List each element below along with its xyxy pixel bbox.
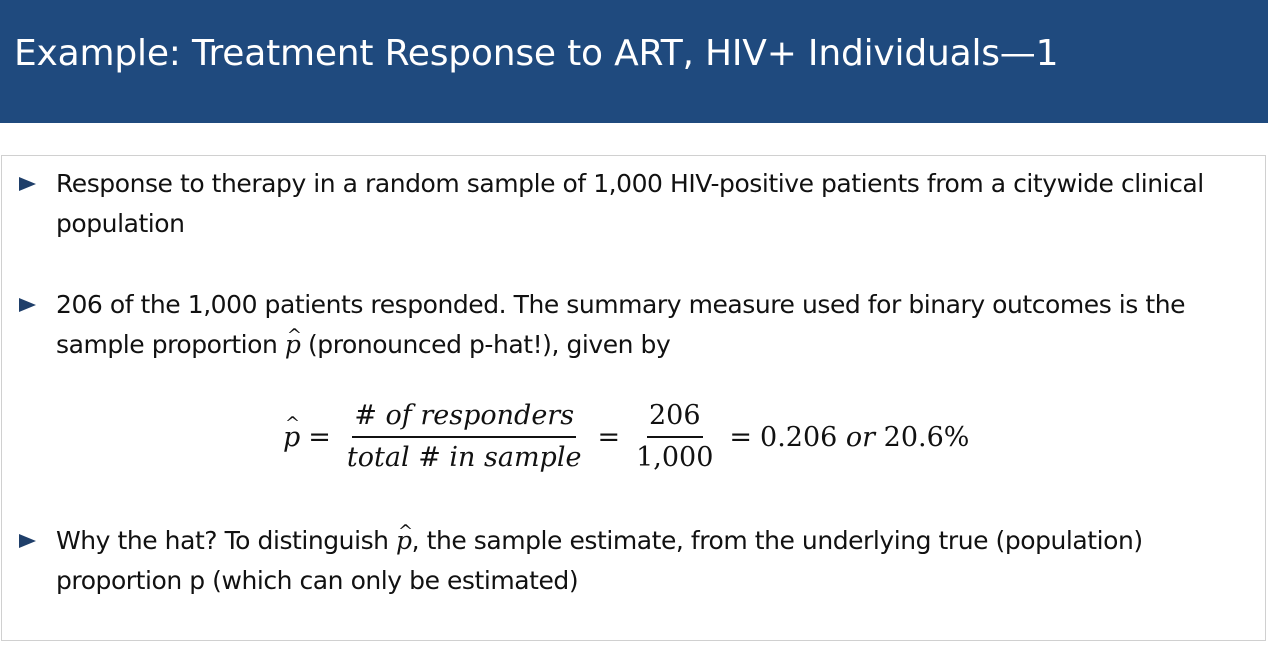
content-box: Response to therapy in a random sample o… (1, 155, 1266, 641)
bullet-text-3-start: Why the hat? To distinguish (56, 526, 397, 555)
bullet-text-2-end: (pronounced p-hat!), given by (300, 330, 671, 359)
fraction-denominator: 1,000 (636, 442, 714, 473)
fraction-responders: # of responders total # in sample (345, 398, 584, 476)
p-letter: p (396, 526, 412, 555)
result-value: 0.206 (760, 421, 838, 453)
p-letter: p (283, 421, 301, 453)
hat-mark: ^ (286, 325, 302, 346)
bullet-arrow-icon (19, 298, 36, 312)
p-letter: p (284, 330, 301, 359)
equals-sign: = (597, 421, 621, 453)
fraction-numbers: 206 1,000 (634, 398, 715, 476)
bullet-text-3-end: , the sample estimate, from the underlyi… (56, 526, 1143, 595)
p-hat-symbol: ^ p (284, 325, 302, 365)
fraction-numerator: 206 (646, 398, 703, 438)
equals-sign: = (308, 421, 331, 453)
bullet-text-3: Why the hat? To distinguish ^ p, the samp… (56, 521, 1252, 601)
bullet-text-1: Response to therapy in a random sample o… (56, 169, 1204, 238)
equals-sign: = (729, 421, 753, 453)
bullet-arrow-icon (19, 177, 36, 191)
sample-proportion-formula: ^ p = # of responders total # in sample =… (283, 394, 969, 480)
hat-mark: ^ (285, 412, 301, 434)
bullet-arrow-icon (19, 534, 36, 548)
slide-title: Example: Treatment Response to ART, HIV+… (14, 33, 1059, 74)
fraction-denominator: total # in sample (346, 442, 582, 473)
bullet-text-2: 206 of the 1,000 patients responded. The… (56, 285, 1252, 365)
hat-mark: ^ (398, 521, 413, 542)
bullet-text-2-start: 206 of the 1,000 patients responded. The… (56, 290, 1186, 359)
fraction-numerator: # of responders (352, 398, 577, 438)
formula-p-hat: ^ p (283, 413, 301, 453)
p-hat-symbol: ^ p (396, 521, 413, 561)
result-or: or (845, 421, 876, 453)
slide-header: Example: Treatment Response to ART, HIV+… (0, 0, 1268, 123)
result-percent: 20.6% (883, 421, 970, 453)
